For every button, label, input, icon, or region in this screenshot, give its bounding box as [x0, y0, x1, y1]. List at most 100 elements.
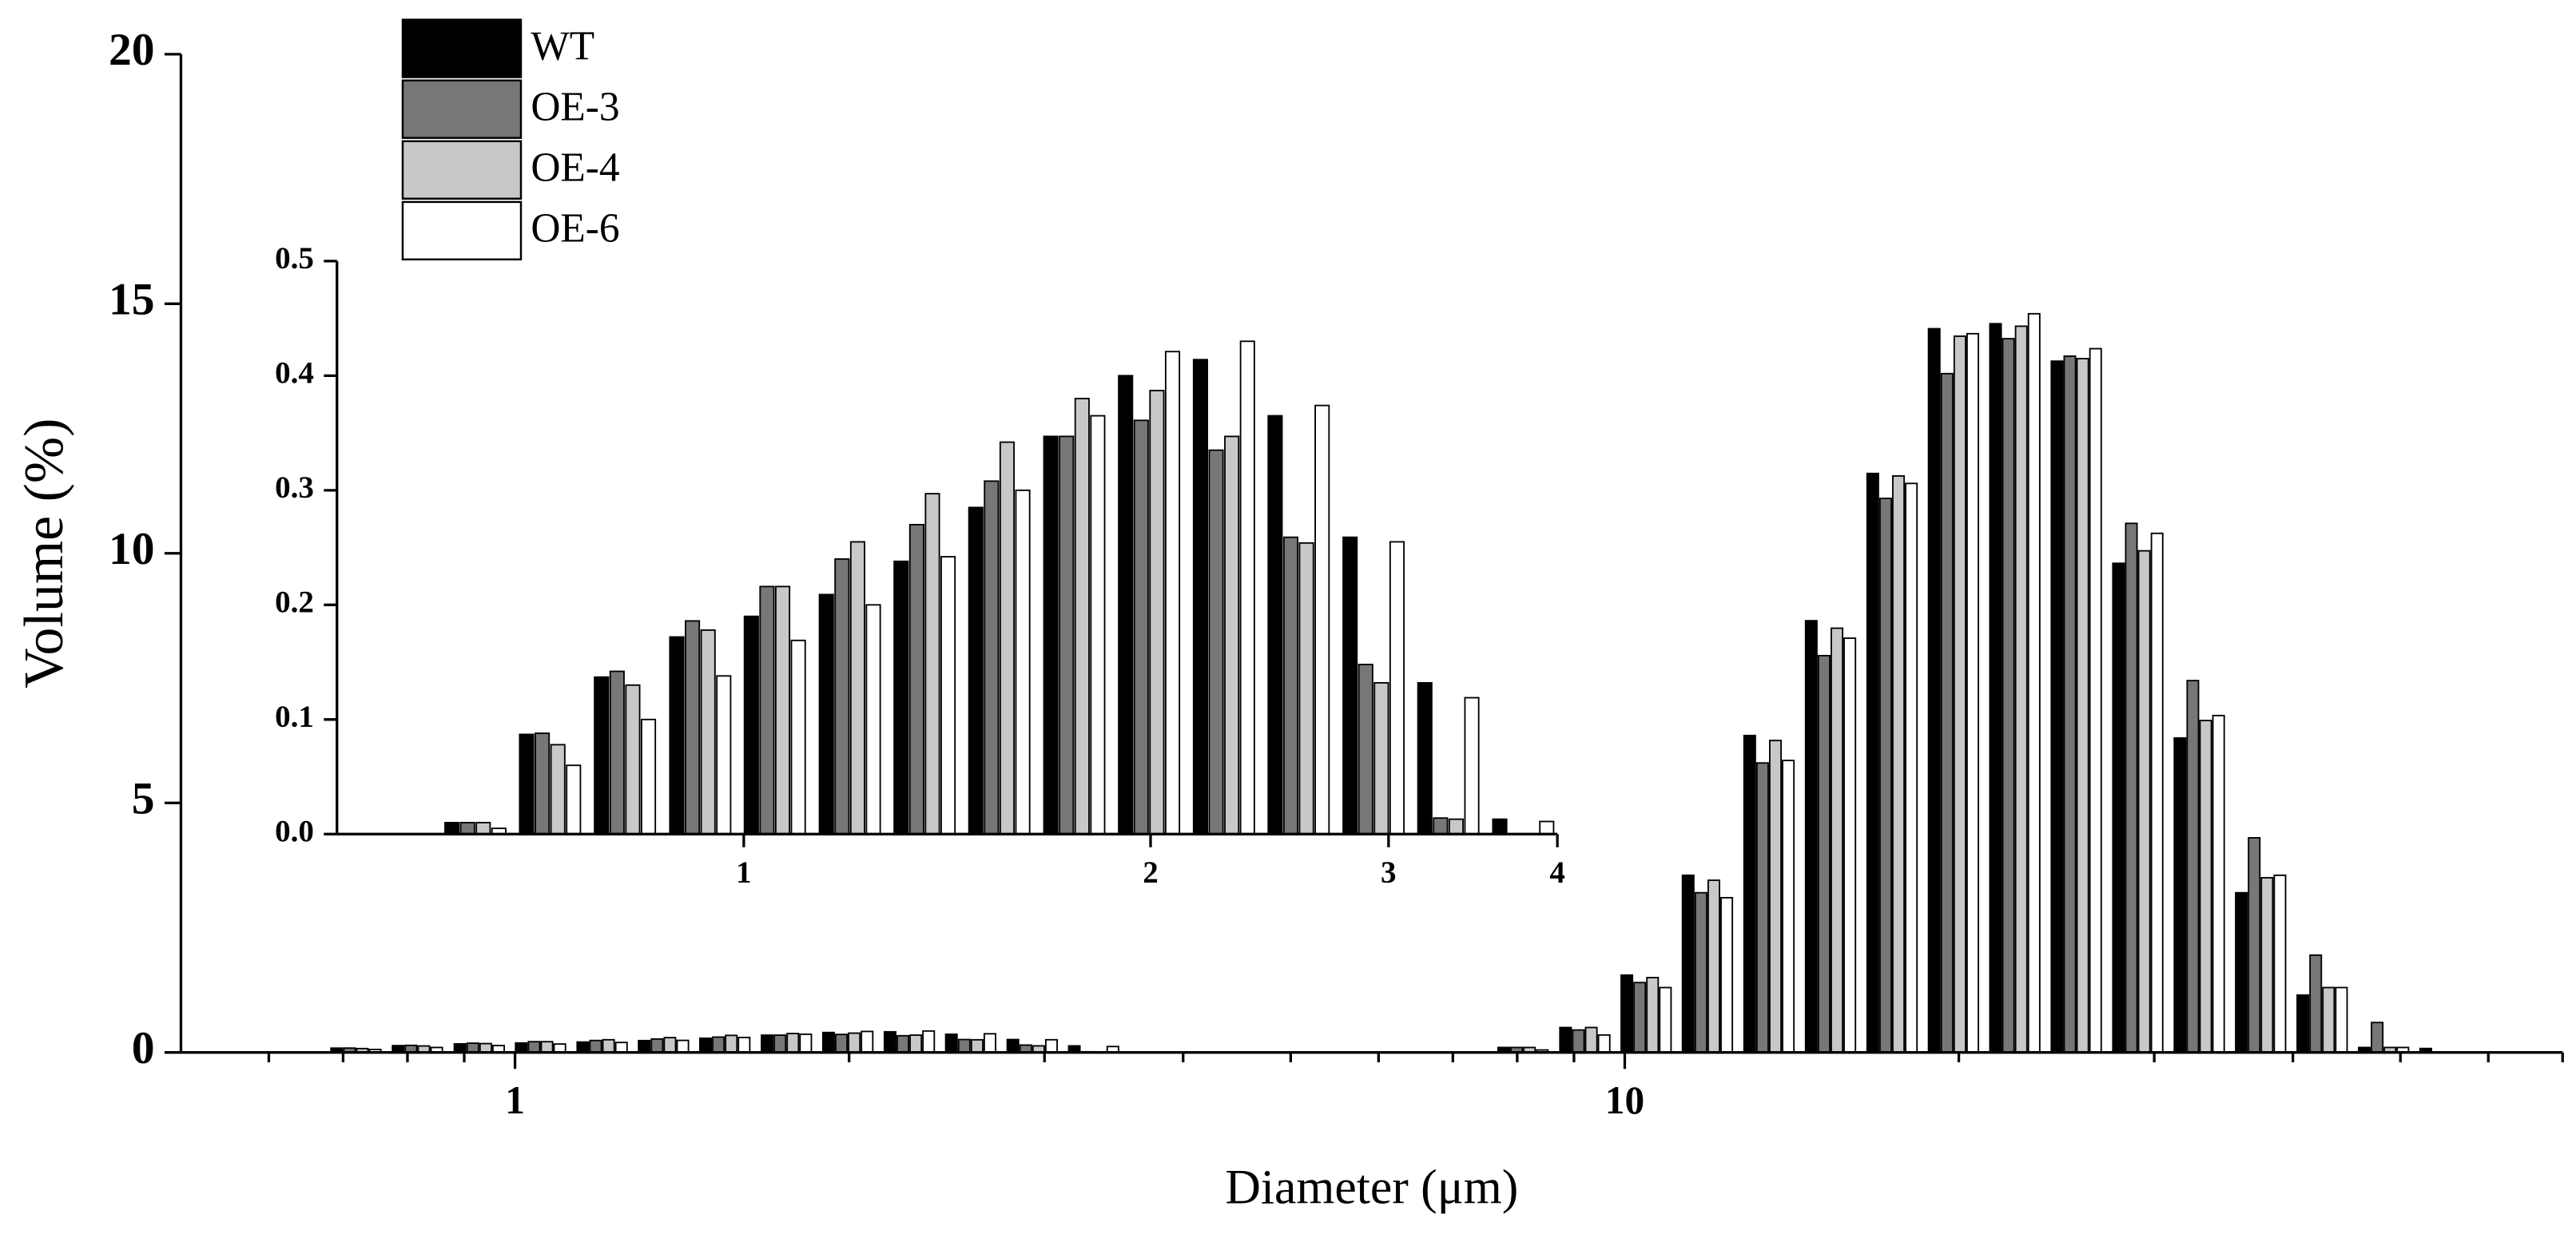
x-tick-label: 2	[1143, 855, 1159, 890]
bar	[759, 585, 775, 835]
bar	[1892, 474, 1906, 1053]
bar	[1597, 1034, 1611, 1053]
bar	[1208, 449, 1224, 835]
bar	[1133, 419, 1149, 835]
bar	[2173, 737, 2187, 1053]
legend-label: WT	[531, 23, 594, 69]
bar	[2235, 891, 2248, 1053]
bar	[1044, 1038, 1058, 1053]
bar	[774, 585, 791, 835]
bar	[540, 1041, 554, 1053]
bar	[699, 1037, 713, 1053]
legend-swatch	[401, 200, 523, 261]
bar	[893, 560, 909, 835]
bar	[1492, 818, 1508, 835]
bar	[761, 1034, 774, 1053]
bar	[737, 1037, 751, 1053]
bar	[1224, 435, 1240, 835]
y-tick-label: 0.2	[275, 585, 314, 619]
y-tick-label: 20	[109, 25, 155, 75]
bar	[999, 441, 1016, 835]
bar	[576, 1041, 590, 1053]
bar	[475, 822, 491, 835]
bar	[983, 1033, 996, 1053]
bar	[2137, 550, 2151, 1053]
bar	[2260, 877, 2274, 1053]
bar	[1646, 977, 1660, 1053]
bar	[2050, 360, 2064, 1053]
bar	[609, 670, 625, 835]
bar	[1782, 760, 1795, 1053]
bar	[1559, 1026, 1572, 1053]
bar	[2309, 954, 2323, 1053]
bar	[2027, 312, 2041, 1053]
bar	[970, 1038, 984, 1053]
bar	[1006, 1038, 1020, 1053]
bar	[1720, 897, 1734, 1053]
bar	[818, 593, 834, 835]
bar	[663, 1037, 677, 1053]
bar	[1572, 1029, 1585, 1053]
bar	[1342, 536, 1358, 835]
bar	[676, 1039, 690, 1053]
bar	[2335, 986, 2348, 1053]
bar	[1804, 620, 1818, 1053]
bar	[883, 1030, 896, 1053]
y-tick-label: 0.1	[275, 700, 314, 734]
bar	[861, 1030, 874, 1053]
bar	[2296, 994, 2310, 1053]
bar	[712, 1036, 725, 1053]
bar	[1059, 435, 1075, 835]
bar	[1267, 415, 1283, 835]
bar	[519, 733, 535, 835]
y-tick-label: 0.0	[275, 814, 314, 848]
bar	[1149, 390, 1165, 835]
bar	[2150, 532, 2164, 1053]
bar	[700, 629, 716, 835]
y-tick-label: 5	[132, 773, 155, 823]
bar	[1239, 340, 1255, 835]
bar	[1118, 375, 1134, 835]
bar	[1358, 664, 1373, 835]
bar	[638, 1039, 651, 1053]
bar	[821, 1031, 835, 1053]
bar	[2112, 562, 2125, 1053]
bar	[1164, 351, 1181, 835]
bar	[834, 558, 850, 835]
bar	[1620, 974, 1634, 1053]
bar	[650, 1038, 664, 1053]
bar	[1817, 654, 1831, 1053]
legend-swatch	[401, 18, 523, 78]
bar	[2371, 1022, 2384, 1053]
bar	[1282, 536, 1299, 835]
bar	[535, 732, 551, 835]
bar	[849, 541, 865, 835]
x-tick-label: 1	[736, 855, 752, 890]
bar	[1989, 323, 2002, 1053]
bar	[1074, 398, 1090, 835]
bar	[924, 493, 940, 835]
bar	[1464, 696, 1480, 835]
bar	[479, 1042, 492, 1053]
bar	[550, 744, 566, 835]
bar	[1314, 404, 1330, 835]
bar	[1659, 986, 1672, 1053]
bar	[1043, 435, 1059, 835]
bar	[1878, 498, 1892, 1053]
bar	[984, 480, 1000, 835]
bar	[1953, 335, 1966, 1053]
bar	[1694, 891, 1707, 1053]
bar	[743, 615, 759, 835]
bar	[1539, 820, 1555, 835]
bar	[1192, 359, 1208, 835]
bar	[602, 1038, 615, 1053]
bar	[725, 1034, 738, 1053]
bar	[1448, 818, 1464, 835]
x-axis-label: Diameter (μm)	[1225, 1161, 1518, 1215]
bar	[1707, 879, 1720, 1053]
bar	[1373, 681, 1389, 835]
bar	[957, 1038, 971, 1053]
y-tick-label: 10	[109, 524, 155, 574]
bar	[2273, 874, 2287, 1053]
